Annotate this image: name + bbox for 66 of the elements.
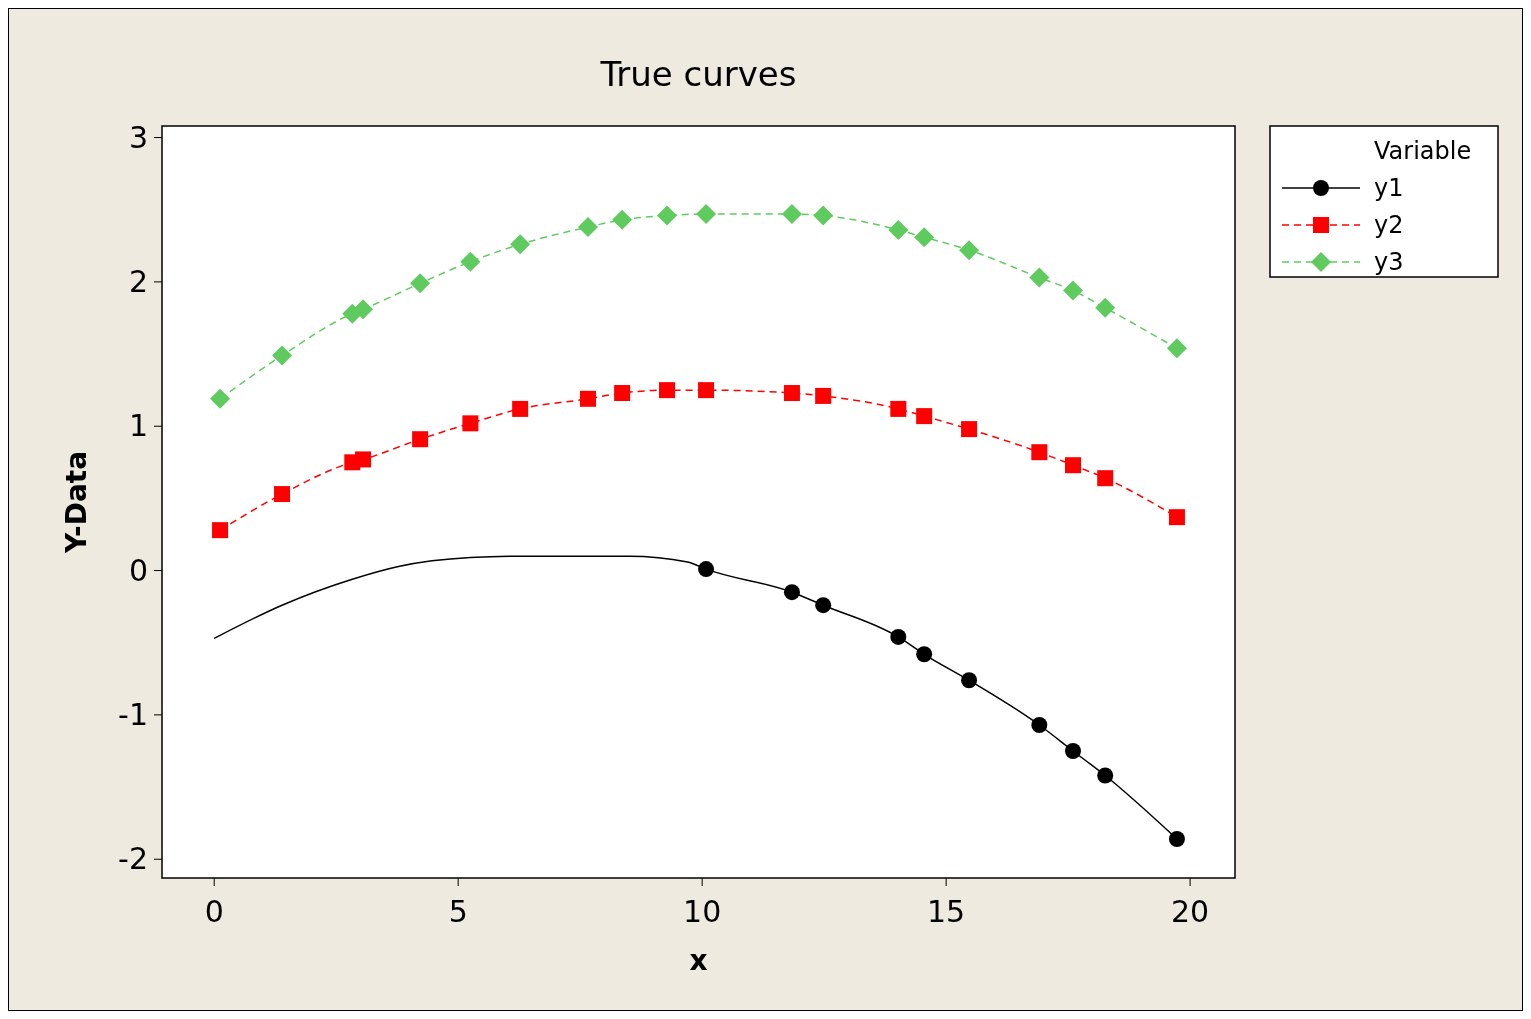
point [961,672,978,689]
point [890,628,907,645]
point [410,273,431,294]
point [462,415,479,432]
point [815,597,832,614]
x-tick-label: 10 [683,894,722,929]
y-tick-label: -2 [118,841,148,877]
point [1065,742,1081,759]
point [916,408,933,425]
point [815,387,832,404]
point [460,251,481,272]
point [1097,470,1114,487]
point [1166,338,1187,359]
y-tick-label: 0 [128,552,148,588]
point [916,646,933,663]
y-tick-label: 1 [128,408,148,444]
x-tick-label: 15 [927,894,966,929]
point [888,219,909,240]
point [1063,280,1083,301]
point [1095,297,1116,318]
y-axis-title: Y-Data [60,450,93,555]
x-tick-label: 5 [448,894,468,929]
point [412,431,429,448]
point [210,388,231,409]
legend-label: y2 [1374,211,1404,239]
legend-label: y3 [1374,248,1404,276]
point [696,204,717,225]
point [813,205,834,226]
point [1029,267,1050,288]
point [1065,457,1081,474]
point [914,227,935,248]
point [272,345,293,366]
point [890,400,907,417]
point [353,299,374,320]
point [698,561,715,578]
point [1168,509,1185,526]
point [1168,831,1185,848]
point [612,209,633,230]
point [1097,767,1114,784]
point [659,382,676,399]
point [959,240,980,261]
x-tick-label: 0 [204,894,224,929]
chart-title: True curves [599,54,797,94]
point [579,390,596,407]
x-tick-label: 20 [1171,894,1210,929]
point [510,234,531,255]
point [783,385,800,402]
point [698,382,715,399]
point [657,205,678,226]
point [783,584,800,601]
point [1031,717,1048,733]
point [1031,444,1048,461]
y-tick-label: 3 [128,119,148,155]
point [512,400,529,417]
legend-label: y1 [1374,174,1404,202]
point [577,217,598,238]
x-axis-title: x [689,944,708,977]
point [961,421,978,438]
legend-title: Variable [1374,137,1472,165]
point [614,385,631,402]
point [274,486,291,503]
y-tick-label: 2 [128,263,148,299]
point [781,204,802,225]
point [355,451,372,468]
point [212,522,229,539]
y-tick-label: -1 [118,696,148,732]
